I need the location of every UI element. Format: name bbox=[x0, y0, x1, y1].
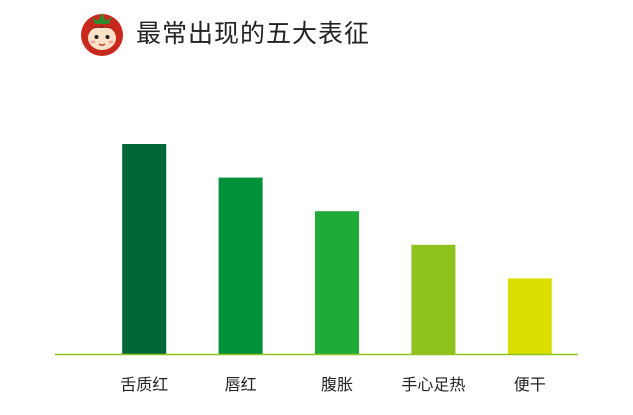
bar-5 bbox=[507, 278, 552, 354]
bar-1 bbox=[122, 144, 167, 354]
category-label-1: 舌质红 bbox=[120, 375, 168, 394]
chart-title: 最常出现的五大表征 bbox=[136, 18, 371, 48]
chart-header: 最常出现的五大表征 bbox=[78, 8, 370, 58]
category-label-2: 唇红 bbox=[225, 375, 257, 394]
bar-4 bbox=[411, 244, 456, 354]
category-label-3: 腹胀 bbox=[321, 375, 353, 394]
category-label-5: 便干 bbox=[514, 375, 546, 394]
category-labels-group: 舌质红 唇红 腹胀 手心足热 便干 bbox=[120, 375, 546, 394]
category-label-4: 手心足热 bbox=[401, 375, 465, 394]
bar-3 bbox=[315, 211, 359, 354]
bars-group bbox=[122, 144, 552, 354]
tomato-mascot-icon bbox=[81, 13, 123, 56]
bar-2 bbox=[218, 177, 263, 354]
